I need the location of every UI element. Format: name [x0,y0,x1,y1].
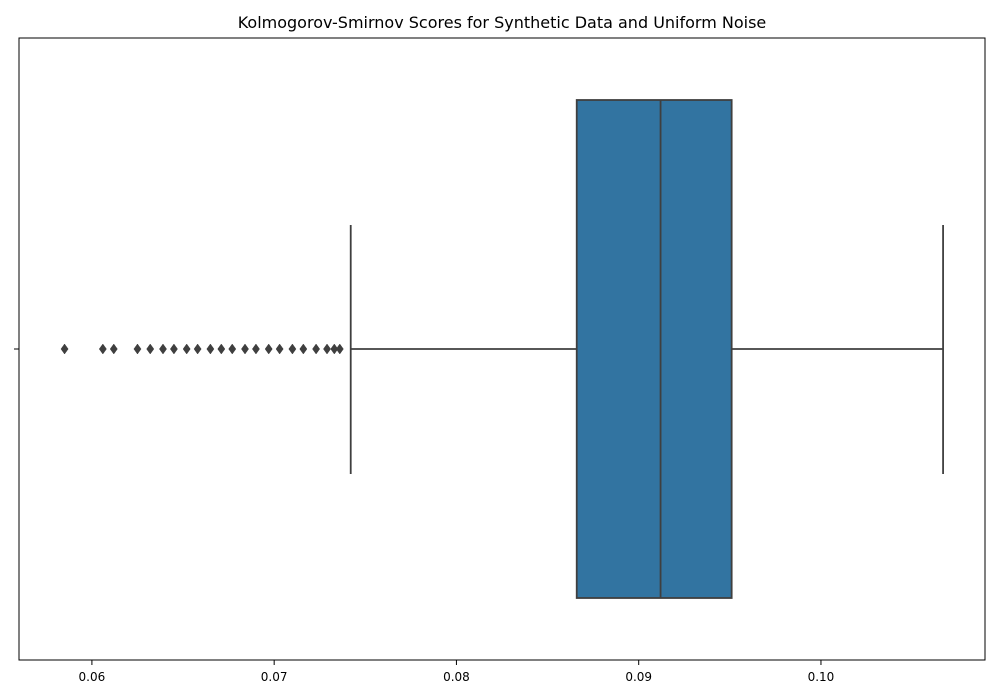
x-tick-label: 0.07 [261,670,288,684]
outlier-point [288,343,297,355]
outlier-point [98,343,107,355]
x-tick-label: 0.08 [443,670,470,684]
outlier-point [252,343,260,355]
outlier-point [133,343,142,355]
x-axis: 0.06 0.07 0.08 0.09 0.10 [14,348,835,684]
outlier-point [299,343,308,355]
outlier-point [60,343,69,355]
outlier-point [159,343,167,355]
outlier-point [275,343,284,355]
x-tick-label: 0.06 [79,670,106,684]
plot-area [18,37,986,661]
x-tick-label: 0.09 [625,670,652,684]
outlier-point [217,343,226,355]
outlier-point [330,343,339,355]
outlier-point [264,343,273,355]
outlier-point [228,343,237,355]
outlier-point [109,343,118,355]
interquartile-box [575,99,733,599]
outlier-point [193,343,202,355]
outlier-point [323,343,331,355]
outlier-point [182,343,191,355]
outlier-point [335,343,344,355]
outlier-point [170,343,178,355]
outlier-point [241,343,249,355]
chart-title: Kolmogorov-Smirnov Scores for Synthetic … [238,13,767,32]
outlier-point [206,343,215,355]
outlier-point [146,343,155,355]
x-tick-label: 0.10 [808,670,835,684]
outlier-point [312,343,320,355]
